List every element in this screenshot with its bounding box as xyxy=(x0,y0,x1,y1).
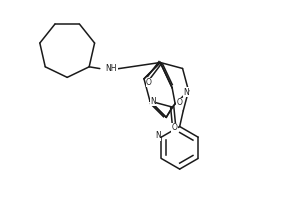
Text: O: O xyxy=(146,78,152,87)
Text: NH: NH xyxy=(106,64,117,73)
Text: N: N xyxy=(150,97,156,106)
Text: N: N xyxy=(155,131,161,140)
Text: O: O xyxy=(171,123,177,132)
Text: N: N xyxy=(183,88,189,97)
Text: O: O xyxy=(177,98,183,107)
